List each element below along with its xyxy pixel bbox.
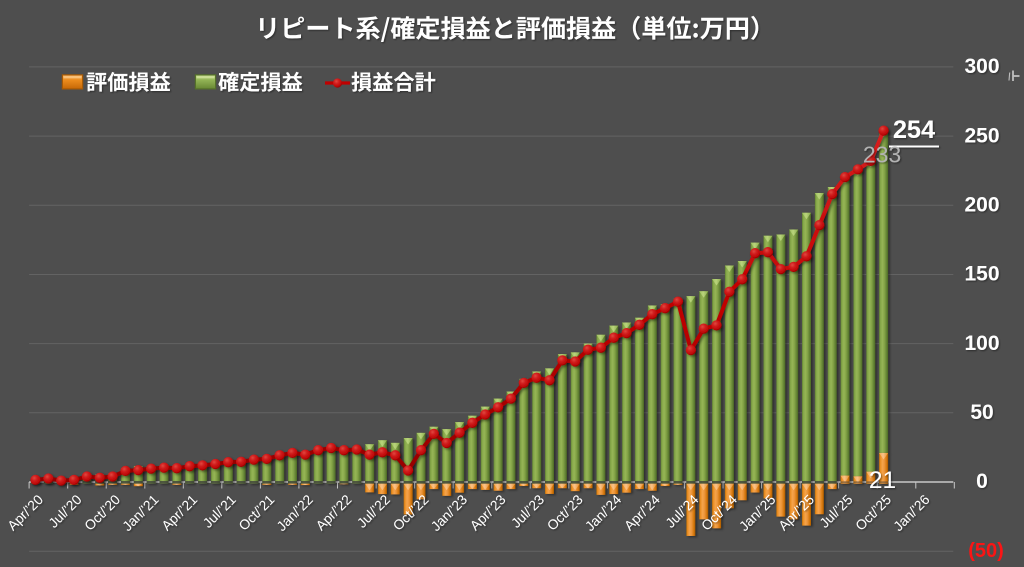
svg-text:150: 150 [964,263,999,286]
svg-text:254: 254 [893,116,935,144]
svg-text:0: 0 [976,470,988,493]
svg-text:300: 300 [964,55,999,78]
svg-text:100: 100 [964,332,999,355]
svg-text:250: 250 [964,124,999,147]
svg-text:(50): (50) [968,540,1004,562]
svg-text:233: 233 [863,142,901,168]
svg-text:50: 50 [970,401,993,424]
svg-text:21: 21 [869,467,896,494]
svg-text:200: 200 [964,194,999,217]
